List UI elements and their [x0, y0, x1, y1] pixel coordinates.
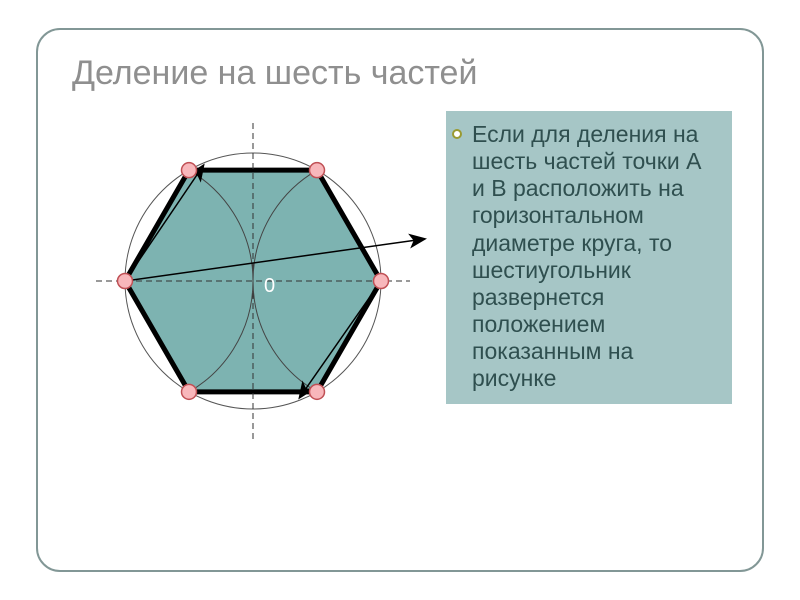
center-label: 0	[264, 275, 275, 298]
content-row: 0 Если для деления на шесть частей точки…	[68, 111, 732, 451]
explanation-bullet: Если для деления на шесть частей точки А…	[468, 121, 716, 392]
vertex-dot-4	[182, 384, 197, 399]
vertex-dot-0	[374, 274, 389, 289]
vertex-dot-3	[118, 274, 133, 289]
vertex-dot-2	[182, 163, 197, 178]
vertex-dot-1	[310, 163, 325, 178]
slide-frame: Деление на шесть частей 0 Если для делен…	[36, 28, 764, 572]
slide: Деление на шесть частей 0 Если для делен…	[0, 0, 800, 600]
slide-title: Деление на шесть частей	[72, 54, 732, 93]
vertex-dot-5	[310, 384, 325, 399]
explanation-box: Если для деления на шесть частей точки А…	[446, 111, 732, 404]
diagram: 0	[68, 111, 428, 451]
diagram-svg	[68, 111, 428, 451]
